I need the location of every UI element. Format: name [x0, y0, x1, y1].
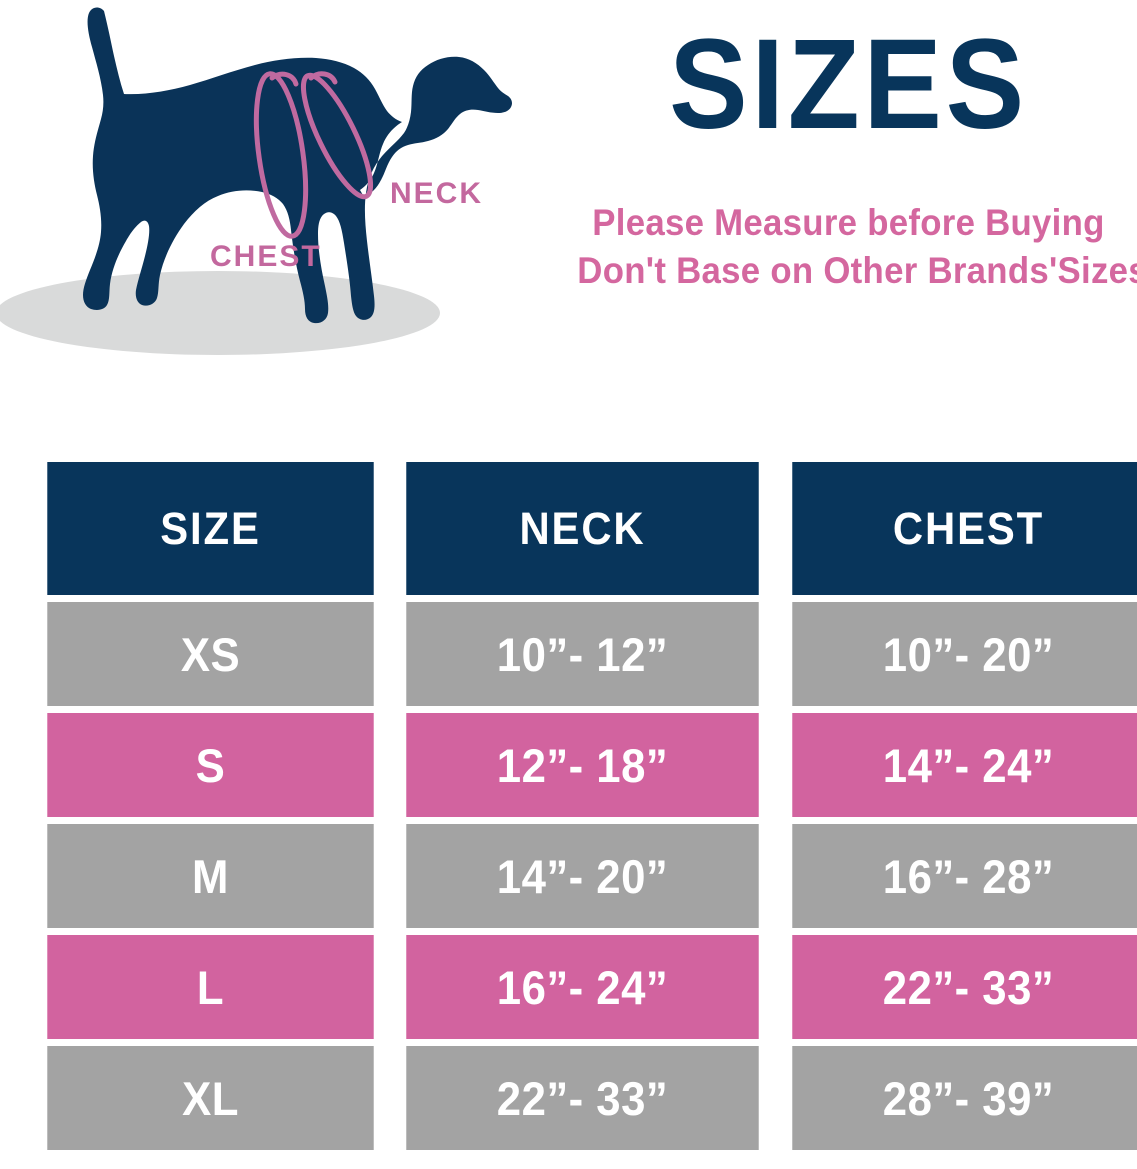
- neck-measure-loop: [300, 72, 374, 200]
- dog-diagram-svg: NECK CHEST: [0, 7, 512, 355]
- neck-label: NECK: [390, 177, 483, 210]
- table-row: XL 22”- 33” 28”- 39”: [35, 1046, 1137, 1150]
- table-row: S 12”- 18” 14”- 24”: [35, 713, 1137, 817]
- cell-chest: 28”- 39”: [792, 1046, 1137, 1150]
- chest-label: CHEST: [210, 240, 322, 273]
- cell-neck: 16”- 24”: [406, 935, 759, 1039]
- cell-neck: 12”- 18”: [406, 713, 759, 817]
- cell-size: XS: [47, 602, 374, 706]
- cell-neck: 10”- 12”: [406, 602, 759, 706]
- cell-size: S: [47, 713, 374, 817]
- headline-block: SIZES Please Measure before Buying Don't…: [560, 13, 1137, 294]
- chest-loop-tip: [269, 71, 299, 87]
- dog-illustration: NECK CHEST: [0, 0, 520, 400]
- ground-shadow-ellipse: [0, 271, 440, 355]
- cell-size: XL: [47, 1046, 374, 1150]
- table-row: XS 10”- 12” 10”- 20”: [35, 602, 1137, 706]
- cell-neck: 14”- 20”: [406, 824, 759, 928]
- subtitle-block: Please Measure before Buying Don't Base …: [560, 199, 1137, 294]
- table-body: XS 10”- 12” 10”- 20” S 12”- 18” 14”- 24”…: [35, 602, 1137, 1150]
- cell-neck: 22”- 33”: [406, 1046, 759, 1150]
- chest-measure-loop: [253, 71, 309, 239]
- dog-silhouette: [83, 7, 512, 324]
- size-table: SIZE NECK CHEST XS 10”- 12” 10”- 20” S 1…: [28, 455, 1137, 1157]
- cell-size: M: [47, 824, 374, 928]
- subtitle-line-2: Don't Base on Other Brands'Sizes: [577, 249, 1137, 291]
- table-header-row: SIZE NECK CHEST: [35, 462, 1137, 595]
- subtitle-line-1: Please Measure before Buying: [592, 202, 1105, 244]
- table-row: M 14”- 20” 16”- 28”: [35, 824, 1137, 928]
- header-neck: NECK: [406, 462, 759, 595]
- cell-chest: 22”- 33”: [792, 935, 1137, 1039]
- cell-chest: 14”- 24”: [792, 713, 1137, 817]
- cell-chest: 10”- 20”: [792, 602, 1137, 706]
- cell-chest: 16”- 28”: [792, 824, 1137, 928]
- page-title: SIZES: [669, 13, 1028, 156]
- header-chest: CHEST: [792, 462, 1137, 595]
- cell-size: L: [47, 935, 374, 1039]
- neck-loop-tip: [308, 71, 338, 85]
- table-row: L 16”- 24” 22”- 33”: [35, 935, 1137, 1039]
- header-size: SIZE: [47, 462, 374, 595]
